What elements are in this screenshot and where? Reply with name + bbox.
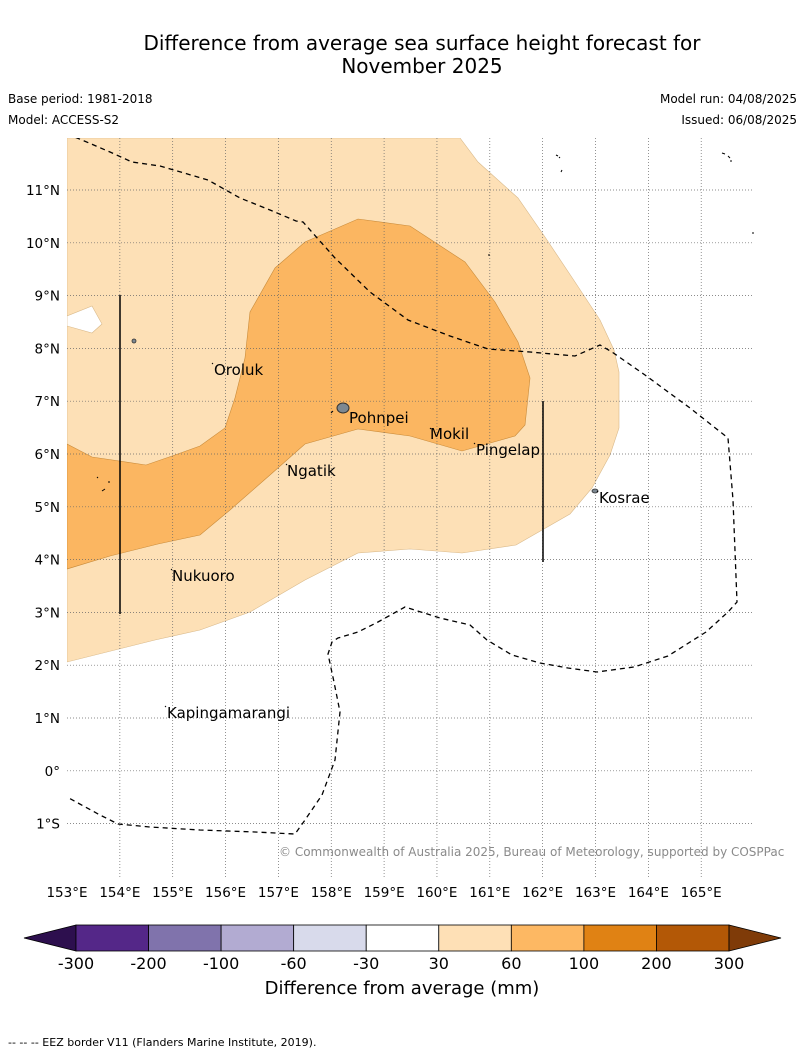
lat-label: 3°N: [35, 605, 60, 621]
place-nukuoro: Nukuoro: [172, 567, 235, 585]
colorbar-tick: 30: [429, 954, 449, 973]
colorbar-segment: [293, 924, 367, 952]
lon-label: 160°E: [416, 885, 457, 901]
lon-label: 153°E: [46, 885, 87, 901]
colorbar-tick: -60: [281, 954, 307, 973]
lat-label: 1°S: [36, 817, 60, 833]
base-period: Base period: 1981-2018: [8, 92, 153, 106]
lon-label: 155°E: [152, 885, 193, 901]
place-pohnpei: Pohnpei: [349, 409, 409, 427]
eez-border: [67, 138, 738, 835]
small-island: [131, 338, 137, 344]
lat-label: 7°N: [35, 394, 60, 410]
title-line-1: Difference from average sea surface heig…: [143, 31, 701, 55]
lat-label: 4°N: [35, 553, 60, 569]
lat-label: 8°N: [35, 341, 60, 357]
colorbar-tick: -30: [353, 954, 379, 973]
latitude-labels: 11°N 10°N 9°N 8°N 7°N 6°N 5°N 4°N 3°N 2°N 1°N 0° 1°S: [26, 183, 60, 833]
colorbar-title: Difference from average (mm): [264, 978, 540, 999]
place-oroluk: Oroluk: [214, 361, 263, 379]
map-area: [67, 138, 754, 878]
copyright-credit: © Commonwealth of Australia 2025, Bureau…: [279, 845, 785, 859]
colorbar-segment: [220, 924, 295, 952]
graticule: [67, 138, 754, 878]
colorbar-tick: 300: [714, 954, 745, 973]
lon-label: 164°E: [628, 885, 669, 901]
colorbar-extend-low: [23, 924, 77, 952]
colorbar-segment: [75, 924, 149, 952]
lon-label: 157°E: [258, 885, 299, 901]
place-kapingamarangi: Kapingamarangi: [167, 704, 290, 722]
colorbar-tick: 100: [569, 954, 600, 973]
colorbar-segment: [656, 924, 730, 952]
colorbar: -300 -200 -100 -60 -30 30 60 100 200 300: [23, 924, 782, 973]
model-run: Model run: 04/08/2025: [659, 92, 797, 106]
place-labels: Oroluk Pohnpei Mokil Pingelap Ngatik Kos…: [164, 361, 650, 722]
lon-label: 156°E: [205, 885, 246, 901]
issued-date: Issued: 06/08/2025: [681, 113, 797, 127]
kosrae-island: [591, 488, 599, 494]
lat-label: 6°N: [35, 447, 60, 463]
place-mokil: Mokil: [430, 425, 469, 443]
lat-label: 2°N: [35, 658, 60, 674]
lon-label: 163°E: [575, 885, 616, 901]
anomaly-region-60-100: [67, 218, 531, 570]
lat-label: 11°N: [26, 183, 60, 199]
colorbar-tick: 60: [501, 954, 521, 973]
colorbar-segment: [148, 924, 222, 952]
place-pingelap: Pingelap: [476, 441, 540, 459]
lon-label: 165°E: [681, 885, 722, 901]
colorbar-segment: [438, 924, 512, 952]
pohnpei-island: [336, 402, 350, 414]
colorbar-extend-high: [728, 924, 782, 952]
lat-label: 1°N: [35, 711, 60, 727]
lat-label: 0°: [45, 764, 60, 780]
place-markers: [164, 362, 599, 708]
lat-label: 5°N: [35, 500, 60, 516]
colorbar-tick: -100: [203, 954, 239, 973]
page-title: Difference from average sea surface heig…: [0, 32, 804, 78]
eez-footnote: -- -- -- EEZ border V11 (Flanders Marine…: [8, 1036, 317, 1049]
colorbar-tick: 200: [641, 954, 672, 973]
lon-label: 159°E: [364, 885, 405, 901]
title-line-2: November 2025: [341, 54, 503, 78]
colorbar-segment: [510, 924, 585, 952]
colorbar-segment: [583, 924, 657, 952]
model-name: Model: ACCESS-S2: [8, 113, 120, 127]
lon-label: 161°E: [469, 885, 510, 901]
lon-label: 162°E: [522, 885, 563, 901]
colorbar-tick: -200: [130, 954, 166, 973]
lat-label: 9°N: [35, 289, 60, 305]
colorbar-tick: -300: [58, 954, 94, 973]
lon-label: 158°E: [311, 885, 352, 901]
place-kosrae: Kosrae: [599, 489, 650, 507]
atoll-marks: [96, 152, 754, 492]
longitude-labels: 153°E 154°E 155°E 156°E 157°E 158°E 159°E 160°E…: [46, 885, 721, 901]
colorbar-segment: [365, 924, 440, 952]
place-ngatik: Ngatik: [287, 462, 336, 480]
lon-label: 154°E: [99, 885, 140, 901]
lat-label: 10°N: [26, 236, 60, 252]
